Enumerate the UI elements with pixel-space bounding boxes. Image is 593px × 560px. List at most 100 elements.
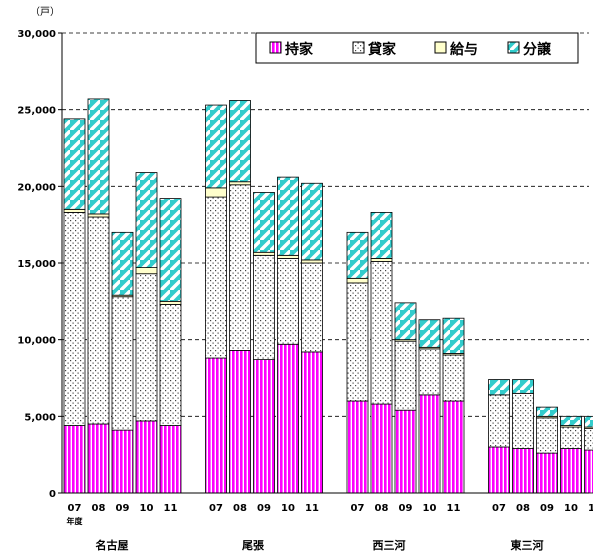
bar-segment-0-12 bbox=[395, 410, 416, 493]
bar-segment-3-18 bbox=[561, 416, 582, 425]
bar-segment-2-8 bbox=[278, 255, 299, 258]
x-tick-label: 10 bbox=[564, 503, 578, 514]
bar-segment-2-3 bbox=[136, 268, 157, 274]
x-tick-label: 08 bbox=[233, 503, 247, 514]
legend-swatch bbox=[508, 42, 519, 53]
bar-segment-3-10 bbox=[347, 232, 368, 278]
x-tick-label: 08 bbox=[375, 503, 389, 514]
x-tick-label: 08 bbox=[516, 503, 530, 514]
bar-segment-3-5 bbox=[206, 105, 227, 188]
bar-segment-1-7 bbox=[254, 255, 275, 359]
bar-segment-3-8 bbox=[278, 177, 299, 255]
bar-segment-3-11 bbox=[371, 212, 392, 258]
x-tick-label: 09 bbox=[116, 503, 130, 514]
bar-segment-3-7 bbox=[254, 192, 275, 252]
bar-segment-3-4 bbox=[160, 199, 181, 302]
bar-segment-1-3 bbox=[136, 274, 157, 421]
legend-swatch bbox=[435, 42, 446, 53]
bar-segment-1-18 bbox=[561, 427, 582, 448]
bar-segment-0-15 bbox=[489, 447, 510, 493]
legend-label: 持家 bbox=[285, 41, 314, 58]
group-label: 西三河 bbox=[373, 538, 406, 552]
x-tick-label: 07 bbox=[351, 503, 365, 514]
bars bbox=[64, 99, 593, 493]
bar-segment-1-10 bbox=[347, 283, 368, 401]
x-tick-label: 11 bbox=[447, 503, 461, 514]
x-tick-label: 07 bbox=[209, 503, 223, 514]
bar-segment-0-18 bbox=[561, 449, 582, 493]
bar-segment-0-19 bbox=[585, 450, 593, 493]
x-tick-label: 10 bbox=[140, 503, 154, 514]
x-axis-ticks: 0708091011070809101107080910110708091011… bbox=[67, 503, 593, 526]
legend-label: 給与 bbox=[450, 41, 478, 58]
bar-segment-2-10 bbox=[347, 278, 368, 283]
bar-segment-0-11 bbox=[371, 404, 392, 493]
bar-segment-0-7 bbox=[254, 360, 275, 493]
y-tick-label: 5,000 bbox=[24, 412, 56, 423]
bar-segment-0-2 bbox=[112, 430, 133, 493]
legend-swatch bbox=[270, 42, 281, 53]
bar-segment-3-9 bbox=[302, 183, 323, 260]
bar-segment-2-5 bbox=[206, 188, 227, 197]
x-tick-label: 11 bbox=[305, 503, 319, 514]
bar-segment-2-4 bbox=[160, 301, 181, 304]
bar-segment-2-7 bbox=[254, 252, 275, 255]
bar-segment-1-17 bbox=[537, 418, 558, 453]
x-tick-label: 11 bbox=[164, 503, 178, 514]
bar-segment-3-1 bbox=[88, 99, 109, 214]
bar-segment-0-10 bbox=[347, 401, 368, 493]
bar-segment-0-0 bbox=[64, 426, 85, 493]
bar-segment-0-3 bbox=[136, 421, 157, 493]
bar-segment-2-11 bbox=[371, 258, 392, 261]
group-label: 東三河 bbox=[511, 538, 544, 552]
bar-segment-2-6 bbox=[230, 182, 251, 185]
bar-segment-1-15 bbox=[489, 395, 510, 447]
bar-segment-0-4 bbox=[160, 426, 181, 493]
bar-segment-3-6 bbox=[230, 100, 251, 181]
x-tick-label: 09 bbox=[399, 503, 413, 514]
bar-segment-3-12 bbox=[395, 303, 416, 340]
bar-segment-0-6 bbox=[230, 350, 251, 493]
legend: 持家貸家給与分譲 bbox=[256, 33, 578, 63]
bar-segment-1-6 bbox=[230, 185, 251, 351]
bar-segment-1-8 bbox=[278, 258, 299, 344]
bar-segment-1-19 bbox=[585, 429, 593, 450]
bar-segment-0-16 bbox=[513, 449, 534, 493]
bar-segment-3-13 bbox=[419, 320, 440, 348]
bar-segment-2-9 bbox=[302, 260, 323, 263]
bar-segment-1-5 bbox=[206, 197, 227, 358]
bar-segment-3-14 bbox=[443, 318, 464, 353]
bar-segment-1-0 bbox=[64, 212, 85, 425]
bar-segment-0-9 bbox=[302, 352, 323, 493]
bar-segment-3-2 bbox=[112, 232, 133, 295]
bar-segment-1-1 bbox=[88, 217, 109, 424]
legend-swatch bbox=[353, 42, 364, 53]
bar-segment-0-17 bbox=[537, 453, 558, 493]
bar-segment-1-13 bbox=[419, 349, 440, 395]
bar-segment-3-0 bbox=[64, 119, 85, 209]
bar-segment-1-16 bbox=[513, 393, 534, 448]
group-label: 尾張 bbox=[241, 539, 265, 552]
x-tick-label: 09 bbox=[257, 503, 271, 514]
bar-segment-3-16 bbox=[513, 380, 534, 394]
group-labels: 名古屋 尾張 西三河 東三河 bbox=[96, 538, 544, 552]
y-tick-label: 10,000 bbox=[17, 336, 56, 347]
bar-segment-1-9 bbox=[302, 263, 323, 352]
group-label: 名古屋 bbox=[96, 538, 129, 552]
x-tick-label: 10 bbox=[423, 503, 437, 514]
bar-segment-1-12 bbox=[395, 341, 416, 410]
x-tick-label: 07 bbox=[492, 503, 506, 514]
bar-segment-1-11 bbox=[371, 261, 392, 404]
bar-segment-3-19 bbox=[585, 416, 593, 427]
y-tick-label: 30,000 bbox=[17, 29, 56, 40]
y-tick-label: 0 bbox=[49, 489, 56, 500]
bar-segment-2-0 bbox=[64, 209, 85, 212]
bar-segment-0-8 bbox=[278, 344, 299, 493]
bar-segment-0-1 bbox=[88, 424, 109, 493]
x-tick-label: 07 bbox=[68, 503, 82, 514]
y-tick-label: 15,000 bbox=[17, 259, 56, 270]
y-tick-label: 25,000 bbox=[17, 106, 56, 117]
